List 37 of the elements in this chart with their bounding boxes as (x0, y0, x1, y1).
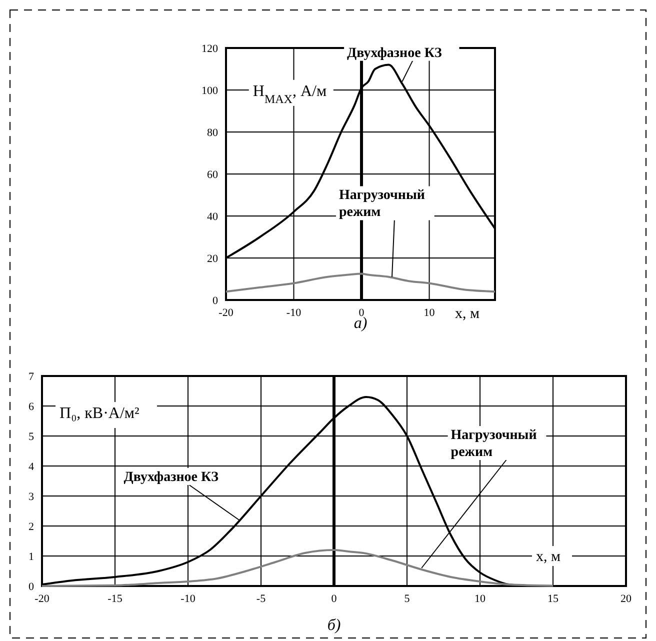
series-label: Двухфазное КЗ (347, 46, 442, 61)
x-tick-label: 10 (474, 593, 486, 605)
x-tick-label: -5 (256, 593, 266, 605)
y-tick-label: 20 (207, 253, 218, 265)
x-tick-label: -15 (108, 593, 123, 605)
y-tick-label: 40 (207, 211, 218, 223)
y-tick-label: 60 (207, 169, 218, 181)
y-tick-label: 80 (207, 127, 218, 139)
y-tick-label: 0 (212, 295, 218, 307)
text: Нагрузочный режим (338, 188, 425, 220)
y-tick-label: 5 (28, 431, 34, 443)
x-tick-label: 15 (548, 593, 559, 605)
y-tick-label: 6 (28, 401, 34, 413)
x-tick-label: -10 (286, 307, 302, 319)
text: Нагрузочный режим (450, 428, 537, 460)
x-tick-label: 10 (424, 307, 436, 319)
text: Двухфазное КЗ (124, 470, 219, 485)
y-tick-label: 100 (202, 85, 218, 97)
y-tick-label: 1 (28, 551, 34, 563)
y-axis-title: H$_{MAX}$, А/м (252, 82, 327, 106)
y-tick-label: 120 (202, 43, 218, 55)
x-tick-label: 20 (620, 593, 632, 605)
y-axis-title: П₀, кВ·А/м² (60, 405, 140, 422)
y-tick-label: 0 (28, 581, 34, 593)
y-tick-label: 2 (28, 521, 34, 533)
line-series (225, 272, 496, 293)
text: б) (327, 617, 341, 634)
x-axis-title: x, м (455, 306, 480, 322)
x-tick-label: 0 (331, 593, 338, 605)
x-axis-title: x, м (536, 549, 561, 565)
x-tick-label: -10 (180, 593, 196, 605)
y-tick-label: 4 (28, 461, 34, 473)
y-tick-label: 3 (28, 491, 34, 503)
y-tick-label: 7 (28, 371, 34, 383)
x-tick-label: -20 (34, 593, 50, 605)
x-tick-label: 5 (404, 593, 410, 605)
x-tick-label: -20 (218, 307, 234, 319)
